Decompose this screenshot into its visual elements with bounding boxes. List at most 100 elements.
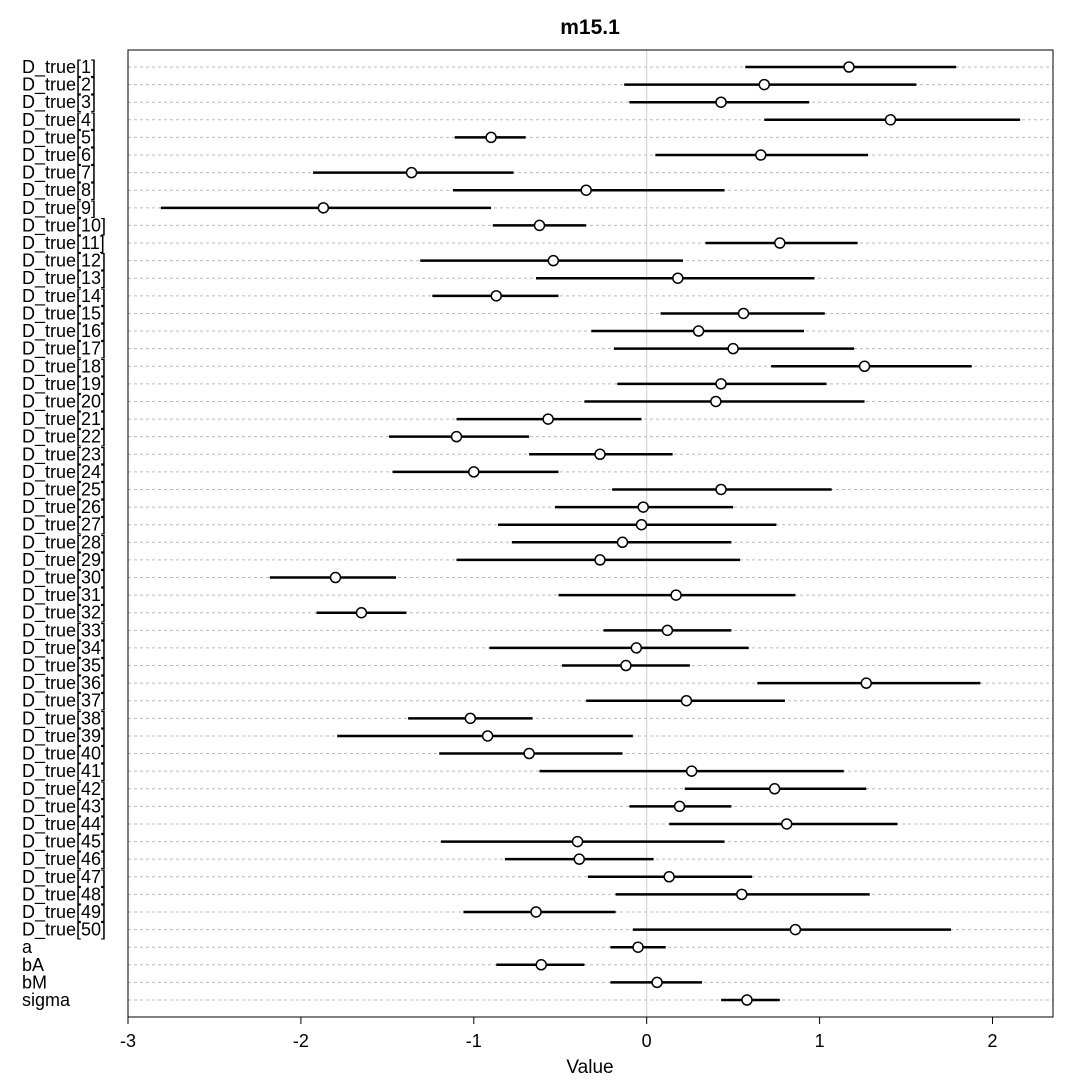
mean-point [727, 342, 739, 355]
grid [128, 50, 1053, 1017]
row-label: D_true[49] [22, 902, 106, 923]
x-tick-label: 2 [987, 1031, 997, 1051]
row-label: D_true[5] [22, 127, 96, 148]
row-label: D_true[18] [22, 356, 106, 377]
row-label: D_true[2] [22, 75, 96, 96]
mean-point [758, 78, 771, 91]
x-axis-label: Value [566, 1057, 613, 1078]
mean-point [715, 378, 727, 390]
mean-point [715, 96, 727, 108]
x-tick-label: -1 [466, 1031, 482, 1051]
row-label: D_true[40] [22, 744, 106, 765]
row-label: bM [22, 972, 47, 992]
row-label: D_true[1] [22, 57, 96, 78]
mean-point [594, 554, 606, 566]
mean-point [547, 254, 560, 267]
row-label: D_true[10] [22, 215, 106, 236]
row-label: D_true[44] [22, 814, 106, 835]
mean-point [490, 290, 503, 302]
row-label: D_true[17] [22, 339, 106, 360]
mean-point [736, 888, 748, 901]
row-label: D_true[43] [22, 796, 106, 817]
row-label: D_true[14] [22, 286, 106, 307]
row-label: a [22, 937, 33, 957]
row-label: D_true[3] [22, 92, 96, 113]
mean-point [670, 589, 682, 601]
row-label: D_true[34] [22, 638, 106, 659]
row-label: D_true[35] [22, 656, 106, 677]
row-label: D_true[30] [22, 568, 106, 589]
row-label: D_true[37] [22, 691, 106, 712]
mean-point [616, 536, 629, 549]
mean-point [594, 448, 606, 461]
mean-point [329, 571, 342, 584]
row-label: D_true[24] [22, 462, 106, 483]
mean-point [464, 712, 477, 725]
mean-point [468, 466, 480, 478]
mean-point [530, 906, 542, 918]
mean-point [768, 783, 781, 795]
row-label: D_true[7] [22, 163, 96, 184]
x-tick-label: 1 [815, 1031, 825, 1051]
mean-point [860, 677, 873, 689]
plot-frame [127, 49, 1054, 1018]
row-label: D_true[50] [22, 920, 106, 941]
row-label: D_true[31] [22, 585, 106, 606]
mean-point [405, 166, 418, 179]
row-label: D_true[32] [22, 603, 106, 624]
mean-point [632, 941, 644, 953]
mean-point [737, 307, 750, 320]
row-label: D_true[33] [22, 620, 106, 641]
mean-point [843, 61, 855, 73]
x-tick-label: 0 [642, 1031, 652, 1051]
mean-point [651, 976, 663, 989]
row-label: D_true[20] [22, 391, 106, 412]
mean-point [774, 237, 786, 249]
x-tick-label: -3 [120, 1031, 136, 1051]
mean-point [755, 149, 767, 161]
row-label: D_true[23] [22, 444, 106, 465]
mean-point [580, 184, 592, 196]
mean-point [635, 518, 648, 531]
row-label: D_true[27] [22, 515, 106, 536]
mean-point [450, 430, 463, 443]
row-label: D_true[36] [22, 673, 106, 694]
mean-point [858, 360, 871, 373]
row-label: D_true[42] [22, 779, 106, 800]
row-label: D_true[21] [22, 409, 106, 430]
mean-point [542, 413, 554, 425]
mean-point [630, 642, 643, 654]
row-label: D_true[48] [22, 884, 106, 905]
row-label: D_true[12] [22, 251, 106, 272]
mean-point [317, 202, 330, 214]
mean-point [481, 730, 494, 742]
mean-point [571, 835, 584, 848]
row-label: D_true[39] [22, 726, 106, 747]
mean-point [523, 747, 535, 760]
x-tick-label: -2 [293, 1031, 309, 1051]
row-label: D_true[47] [22, 867, 106, 888]
mean-point [535, 959, 547, 971]
row-label: D_true[9] [22, 198, 96, 219]
row-label: D_true[8] [22, 180, 96, 201]
mean-point [533, 219, 546, 232]
row-label: D_true[13] [22, 268, 106, 289]
row-label: D_true[29] [22, 550, 106, 571]
mean-point [884, 114, 897, 126]
mean-point [355, 606, 368, 619]
row-label: D_true[46] [22, 849, 106, 870]
mean-point [741, 994, 753, 1006]
row-label: D_true[19] [22, 374, 106, 395]
row-label: D_true[16] [22, 321, 106, 342]
mean-point [780, 818, 793, 830]
row-label: D_true[28] [22, 532, 106, 553]
mean-point [573, 853, 586, 865]
mean-point [692, 325, 705, 337]
row-label: D_true[15] [22, 303, 106, 324]
row-label: D_true[38] [22, 708, 106, 729]
mean-point [710, 395, 722, 408]
marks: D_true[1]D_true[2]D_true[3]D_true[4]D_tr… [22, 57, 1021, 1010]
row-label: D_true[11] [22, 233, 105, 254]
x-axis: -3 -2 -1 0 1 2 [120, 1016, 997, 1051]
mean-point [485, 131, 497, 144]
